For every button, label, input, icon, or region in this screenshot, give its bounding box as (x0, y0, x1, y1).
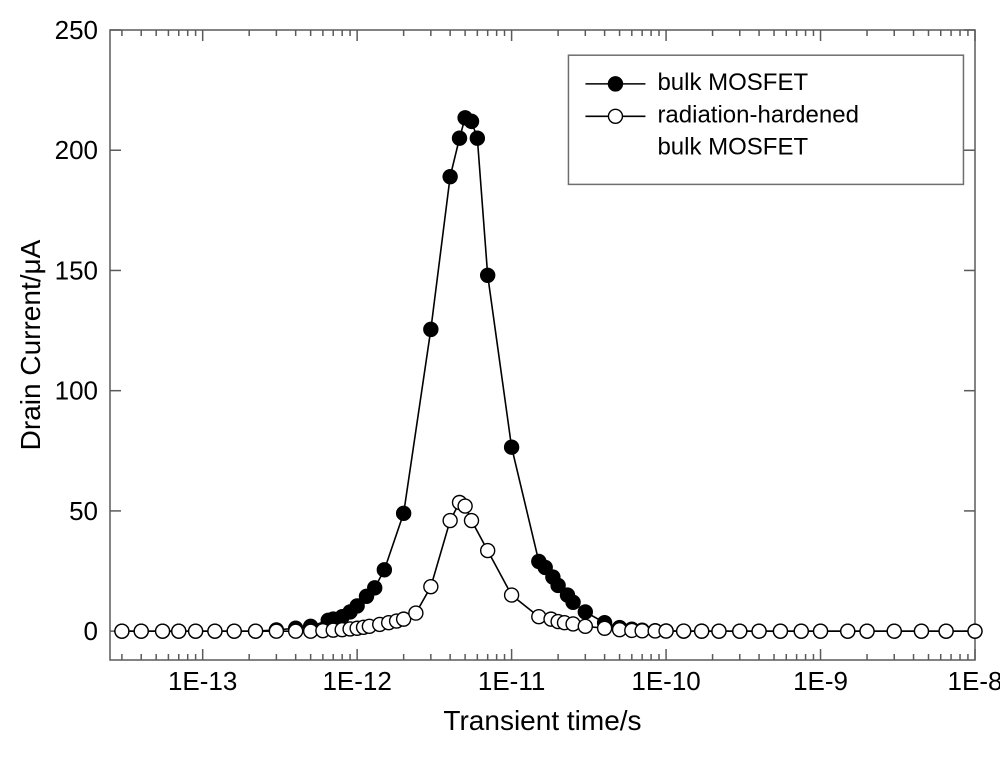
svg-text:1E-13: 1E-13 (168, 666, 237, 696)
svg-text:Transient time/s: Transient time/s (443, 705, 641, 736)
svg-text:1E-12: 1E-12 (322, 666, 391, 696)
svg-text:250: 250 (55, 15, 98, 45)
svg-text:1E-8: 1E-8 (948, 666, 1000, 696)
svg-text:150: 150 (55, 255, 98, 285)
svg-text:bulk MOSFET: bulk MOSFET (657, 69, 808, 96)
svg-text:1E-9: 1E-9 (793, 666, 848, 696)
svg-text:radiation-hardened: radiation-hardened (657, 101, 858, 128)
mosfet-transient-chart: 1E-13 1E-12 1E-11 1E-10 1E-9 1E-8 0 50 100 150 200… (0, 0, 1000, 758)
svg-text:50: 50 (69, 496, 98, 526)
svg-text:Drain Current/μA: Drain Current/μA (15, 239, 46, 450)
svg-text:200: 200 (55, 135, 98, 165)
svg-text:1E-10: 1E-10 (631, 666, 700, 696)
svg-text:bulk MOSFET: bulk MOSFET (657, 134, 808, 161)
svg-text:0: 0 (84, 616, 98, 646)
svg-text:1E-11: 1E-11 (478, 666, 545, 696)
svg-text:100: 100 (55, 376, 98, 406)
